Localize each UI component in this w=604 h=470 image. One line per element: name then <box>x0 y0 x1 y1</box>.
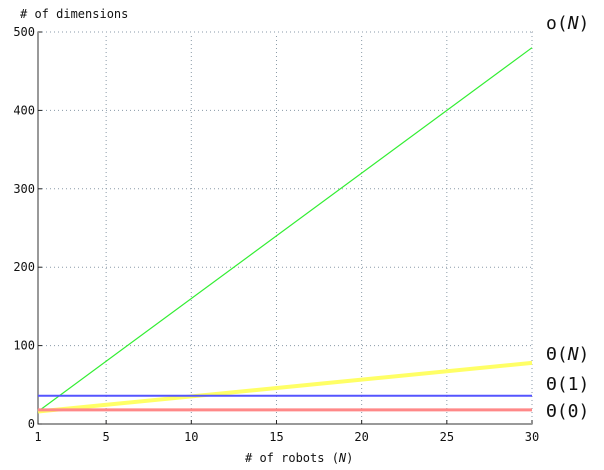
x-tick-label: 1 <box>34 430 41 444</box>
x-tick-label: 15 <box>269 430 283 444</box>
x-tick-label: 30 <box>525 430 539 444</box>
series-line <box>37 360 533 414</box>
x-tick-label: 20 <box>354 430 368 444</box>
series-label: Θ(0) <box>546 401 589 422</box>
y-tick-label: 0 <box>28 417 35 431</box>
series-line <box>37 47 533 412</box>
plot-area <box>37 31 533 425</box>
x-axis-label: # of robots (N) <box>245 451 353 465</box>
series-label: o(N) <box>546 13 589 34</box>
y-tick-label: 300 <box>13 182 35 196</box>
series-lines <box>37 47 533 414</box>
y-tick-label: 400 <box>13 103 35 117</box>
y-tick-label: 200 <box>13 260 35 274</box>
y-tick-label: 500 <box>13 25 35 39</box>
series-label: Θ(1) <box>546 374 589 395</box>
series-labels: o(N) Θ(N) Θ(1) Θ(0) <box>546 13 589 422</box>
x-tick-label: 10 <box>184 430 198 444</box>
x-tick-label: 5 <box>103 430 110 444</box>
y-tick-label: 100 <box>13 339 35 353</box>
y-axis-label: # of dimensions <box>20 7 128 21</box>
grid <box>38 31 533 424</box>
series-label: Θ(N) <box>546 344 589 365</box>
x-tick-label: 25 <box>440 430 454 444</box>
